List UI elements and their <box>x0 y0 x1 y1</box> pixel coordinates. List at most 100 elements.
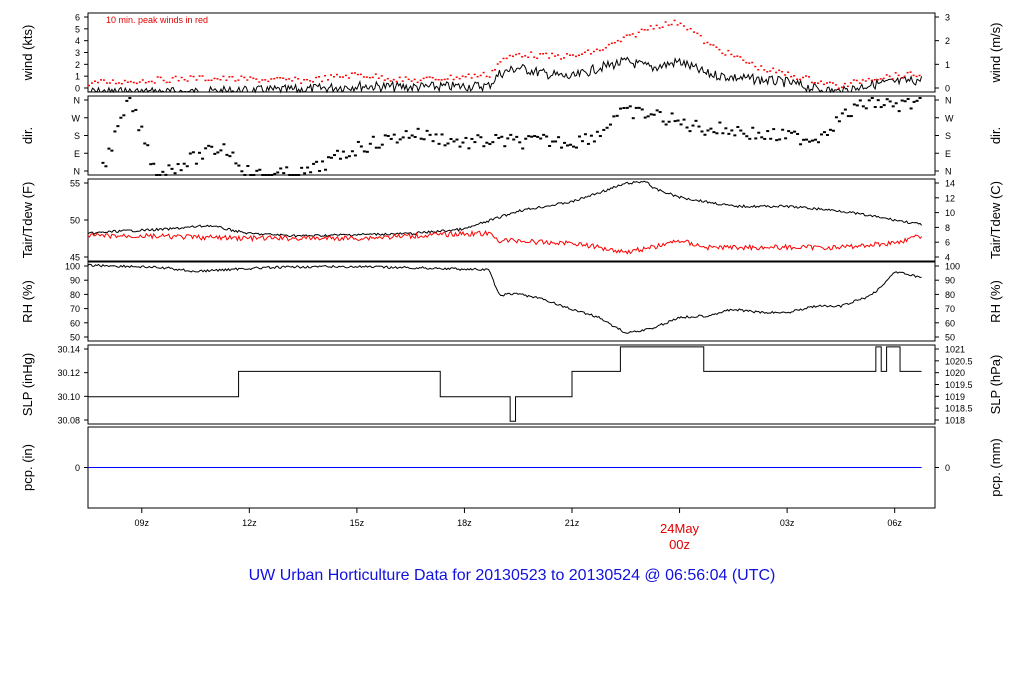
series-wind-1-point <box>757 68 760 71</box>
series-dir-0-point <box>297 174 301 176</box>
series-wind-1-point <box>640 28 643 31</box>
ylabel-left-slp: SLP (inHg) <box>20 353 35 416</box>
series-dir-0-point <box>566 144 570 147</box>
tick-label-right-dir: S <box>945 131 951 141</box>
series-dir-0-point <box>673 120 677 123</box>
series-dir-0-point <box>452 140 456 143</box>
series-wind-1-point <box>389 80 392 82</box>
series-wind-1-point <box>745 61 748 64</box>
series-wind-1-point <box>589 53 592 55</box>
series-dir-0-point <box>188 152 192 155</box>
series-dir-0-point <box>173 172 177 175</box>
series-dir-0-point <box>167 164 171 167</box>
tick-label-right-dir: E <box>945 149 951 159</box>
series-wind-1-point <box>464 76 467 78</box>
series-dir-0-point <box>113 130 117 133</box>
series-dir-0-point <box>353 154 357 157</box>
series-dir-0-point <box>891 105 895 108</box>
series-wind-1-point <box>99 79 102 81</box>
series-dir-0-point <box>691 124 695 127</box>
series-rh-0-line <box>87 263 922 334</box>
tick-label-right-temp: 6 <box>945 238 950 248</box>
series-dir-0-point <box>294 174 298 176</box>
series-dir-0-point <box>219 149 223 152</box>
series-wind-1-point <box>105 82 108 84</box>
series-dir-0-point <box>548 144 552 147</box>
series-wind-1-point <box>297 78 300 80</box>
series-wind-1-point <box>162 79 165 82</box>
series-dir-0-point <box>312 162 316 165</box>
series-wind-1-point <box>159 76 162 79</box>
tick-label-right-slp: 1019.5 <box>945 380 973 390</box>
series-wind-1-point <box>153 82 156 84</box>
series-dir-0-point <box>560 146 564 149</box>
series-wind-1-point <box>536 57 539 60</box>
series-dir-0-point <box>808 140 812 143</box>
series-dir-0-point <box>149 163 153 166</box>
series-dir-0-point <box>819 133 823 136</box>
series-dir-0-point <box>243 173 247 176</box>
series-dir-0-point <box>350 150 354 153</box>
series-wind-1-point <box>488 76 491 78</box>
tick-label-right-rh: 100 <box>945 262 960 272</box>
series-dir-0-point <box>416 127 420 130</box>
series-dir-0-point <box>237 164 241 167</box>
tick-label-right-rh: 80 <box>945 290 955 300</box>
tick-label-left-rh: 100 <box>65 262 80 272</box>
series-wind-1-point <box>715 46 718 48</box>
series-dir-0-point <box>903 100 907 103</box>
tick-label-right-temp: 10 <box>945 208 955 218</box>
series-dir-0-point <box>849 115 853 118</box>
series-dir-0-point <box>497 136 501 139</box>
tick-label-left-rh: 90 <box>70 276 80 286</box>
series-wind-1-point <box>843 82 846 85</box>
tick-label-left-rh: 60 <box>70 318 80 328</box>
series-dir-0-point <box>270 174 274 176</box>
series-wind-1-point <box>303 78 306 81</box>
series-dir-0-point <box>897 110 901 113</box>
series-wind-1-point <box>141 79 144 81</box>
series-dir-0-point <box>182 162 186 165</box>
series-dir-0-point <box>685 126 689 129</box>
tick-label-right-temp: 8 <box>945 223 950 233</box>
series-wind-1-point <box>401 80 404 82</box>
series-wind-1-point <box>168 81 171 84</box>
series-wind-1-point <box>219 79 222 81</box>
series-wind-1-point <box>846 85 849 88</box>
series-wind-1-point <box>586 49 589 51</box>
series-dir-0-point <box>754 137 758 140</box>
series-wind-1-point <box>658 27 661 29</box>
series-wind-1-point <box>102 79 105 81</box>
series-dir-0-point <box>509 133 513 136</box>
series-wind-1-point <box>521 56 524 58</box>
series-dir-0-point <box>125 99 129 102</box>
series-dir-0-point <box>793 130 797 133</box>
series-wind-1-point <box>189 75 192 77</box>
series-wind-1-point <box>661 26 664 28</box>
series-dir-0-point <box>213 152 217 155</box>
series-wind-1-point <box>330 74 332 76</box>
series-dir-0-point <box>458 145 462 148</box>
series-wind-1-point <box>616 39 619 42</box>
x-tick-label: 09z <box>135 518 150 528</box>
series-wind-1-point <box>204 79 207 82</box>
series-dir-0-point <box>637 106 641 109</box>
x-tick-label: 06z <box>887 518 902 528</box>
series-wind-1-point <box>491 69 494 72</box>
series-wind-1-point <box>733 55 736 58</box>
series-wind-1-point <box>294 76 297 79</box>
series-dir-0-point <box>805 138 809 141</box>
series-dir-0-point <box>371 135 375 138</box>
series-dir-0-point <box>586 142 590 145</box>
series-wind-1-point <box>840 86 843 89</box>
series-wind-1-point <box>592 50 595 53</box>
series-dir-0-point <box>179 169 183 172</box>
series-wind-1-point <box>201 75 204 77</box>
tick-label-left-dir: W <box>72 113 81 123</box>
series-dir-0-point <box>161 170 165 173</box>
series-dir-0-point <box>222 143 226 146</box>
series-wind-1-point <box>353 72 356 74</box>
series-dir-0-point <box>840 112 844 115</box>
series-dir-0-point <box>763 137 767 140</box>
series-dir-0-point <box>736 125 740 128</box>
